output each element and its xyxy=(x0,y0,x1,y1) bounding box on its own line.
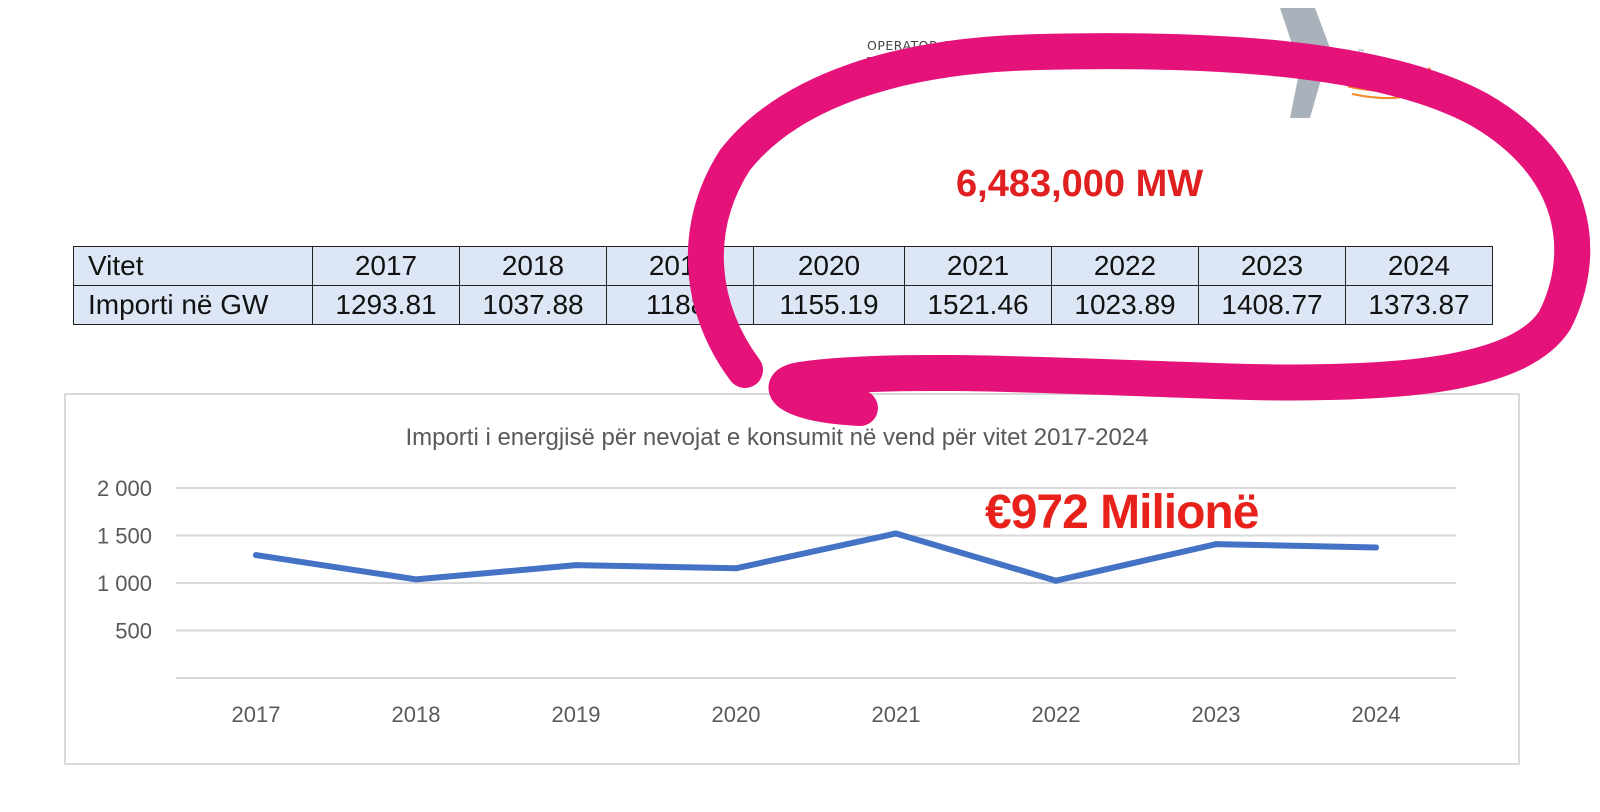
table-cell-value: 1521.46 xyxy=(904,285,1052,325)
chart-title: Importi i energjisë për nevojat e konsum… xyxy=(405,424,1148,451)
company-name-line2: TRANSMISSION SYSTEM AND MARKET OPERATOR … xyxy=(867,54,1234,69)
x-tick-label: 2019 xyxy=(552,702,601,727)
table-cell-value: 1188. xyxy=(606,285,754,325)
table-cell-value: 1023.89 xyxy=(1051,285,1199,325)
table-cell-value: 1373.87 xyxy=(1345,285,1493,325)
table-cell-value: 1293.81 xyxy=(312,285,460,325)
y-tick-label: 1 500 xyxy=(97,524,152,549)
import-table: Vitet 2017 2018 2019 2020 2021 2022 2023… xyxy=(73,246,1493,325)
line-chart: Importi i energjisë për nevojat e konsum… xyxy=(97,424,1456,727)
x-tick-label: 2018 xyxy=(392,702,441,727)
data-point xyxy=(1053,577,1059,584)
data-point xyxy=(893,530,899,537)
kostt-logo: kostt xyxy=(1272,8,1439,118)
y-tick-label: 500 xyxy=(115,619,152,644)
x-tick-label: 2021 xyxy=(872,702,921,727)
table-cell-year: 2019 xyxy=(606,246,754,286)
data-point xyxy=(1213,541,1219,548)
energy-total-annotation: 6,483,000 MW xyxy=(956,163,1204,205)
table-row-import: Importi në GW 1293.81 1037.88 1188. 1155… xyxy=(73,285,1493,325)
company-name: OPERATOR SISTEMI TRANSMISIONI DHE TREGU … xyxy=(867,38,1267,70)
table-cell-year: 2022 xyxy=(1051,246,1199,286)
cost-annotation: €972 Milionë xyxy=(985,486,1259,539)
data-point xyxy=(1373,544,1379,551)
x-tick-label: 2017 xyxy=(232,702,281,727)
data-point xyxy=(253,552,259,559)
table-cell-value: 1155.19 xyxy=(753,285,905,325)
logo-text: kostt xyxy=(1272,41,1368,85)
table-cell-value: 1037.88 xyxy=(459,285,607,325)
x-tick-label: 2020 xyxy=(712,702,761,727)
table-cell-value: 1408.77 xyxy=(1198,285,1346,325)
table-cell-year: 2017 xyxy=(312,246,460,286)
table-row-years: Vitet 2017 2018 2019 2020 2021 2022 2023… xyxy=(73,246,1493,286)
data-point xyxy=(413,576,419,583)
y-tick-label: 1 000 xyxy=(97,571,152,596)
series-line xyxy=(253,530,1379,584)
x-tick-label: 2023 xyxy=(1192,702,1241,727)
row-label-years: Vitet xyxy=(73,246,313,286)
table-cell-year: 2020 xyxy=(753,246,905,286)
x-tick-label: 2022 xyxy=(1032,702,1081,727)
chart-container: Importi i energjisë për nevojat e konsum… xyxy=(64,393,1520,765)
x-tick-label: 2024 xyxy=(1352,702,1401,727)
row-label-import: Importi në GW xyxy=(73,285,313,325)
table-cell-year: 2021 xyxy=(904,246,1052,286)
company-name-line1: OPERATOR SISTEMI TRANSMISIONI DHE TREGU … xyxy=(867,38,1221,53)
table-cell-year: 2023 xyxy=(1198,246,1346,286)
table-cell-year: 2024 xyxy=(1345,246,1493,286)
y-tick-label: 2 000 xyxy=(97,476,152,501)
data-point xyxy=(573,562,579,569)
data-point xyxy=(733,565,739,572)
table-cell-year: 2018 xyxy=(459,246,607,286)
